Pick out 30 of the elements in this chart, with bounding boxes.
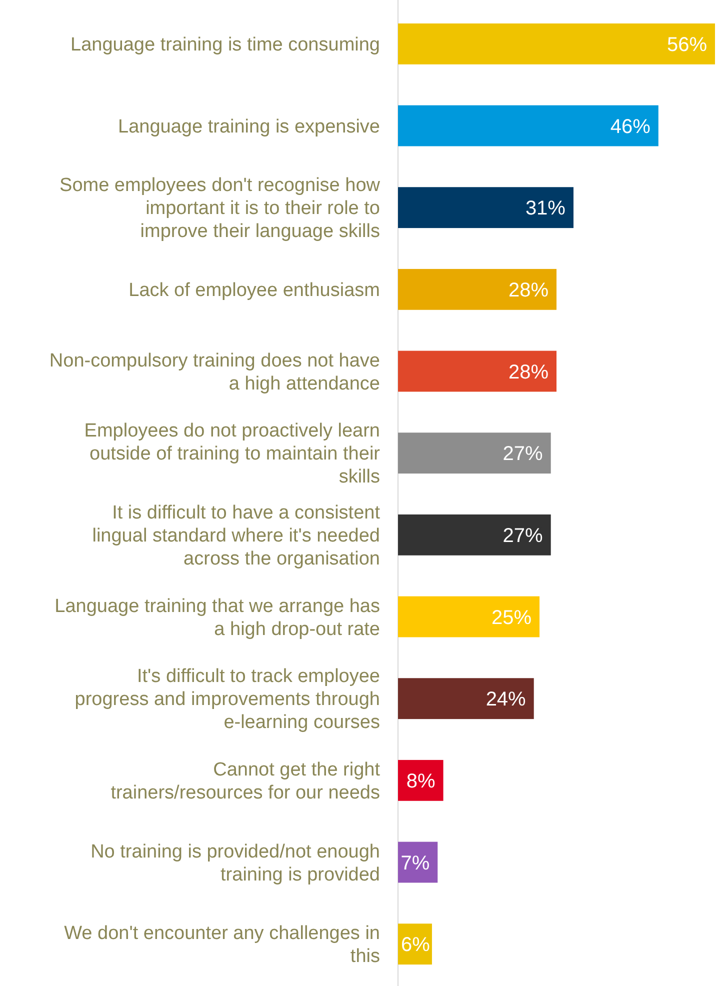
data-label: 31%: [525, 198, 566, 220]
y-tick-label: It is difficult to have a consistent lingual standard where it's needed across the organisation: [92, 502, 381, 570]
data-label: 8%: [406, 770, 436, 792]
data-label: 27%: [502, 443, 544, 466]
bar: [398, 514, 551, 556]
bar: [398, 23, 715, 64]
y-tick-label: Lack of employee enthusiasm: [128, 280, 380, 302]
bar: [398, 187, 574, 228]
y-tick-label: Language training is time consuming: [70, 34, 380, 56]
data-label: 28%: [508, 361, 549, 384]
bar: [398, 268, 556, 310]
data-label: 28%: [508, 279, 549, 302]
bar: [398, 105, 658, 146]
data-label: 56%: [666, 34, 708, 56]
data-label: 46%: [610, 116, 651, 138]
data-label: 27%: [502, 524, 544, 547]
y-tick-label: Some employees don't recognise how important it is to their role to improve their language skills: [60, 175, 380, 242]
data-label: 7%: [400, 852, 430, 874]
y-tick-label: Cannot get the right trainers/resources for our needs: [110, 760, 381, 804]
y-tick-label: It's difficult to track employee progress and improvements through e-learning courses: [74, 666, 380, 734]
y-tick-label: No training is provided/not enough training is provided: [90, 841, 380, 886]
data-label: 24%: [486, 688, 526, 711]
y-tick-label: Language training is expensive: [118, 116, 380, 138]
data-label: 25%: [491, 606, 532, 629]
y-tick-label: Employees do not proactively learn outside of training to maintain their skills: [84, 420, 381, 488]
data-label: 6%: [401, 934, 430, 956]
y-tick-label: Non-compulsory training does not have a high attendance: [49, 350, 380, 394]
bar: [398, 432, 551, 474]
y-tick-label: We don't encounter any challenges in this: [64, 923, 380, 968]
y-tick-label: Language training that we arrange has a high drop-out rate: [54, 596, 380, 640]
